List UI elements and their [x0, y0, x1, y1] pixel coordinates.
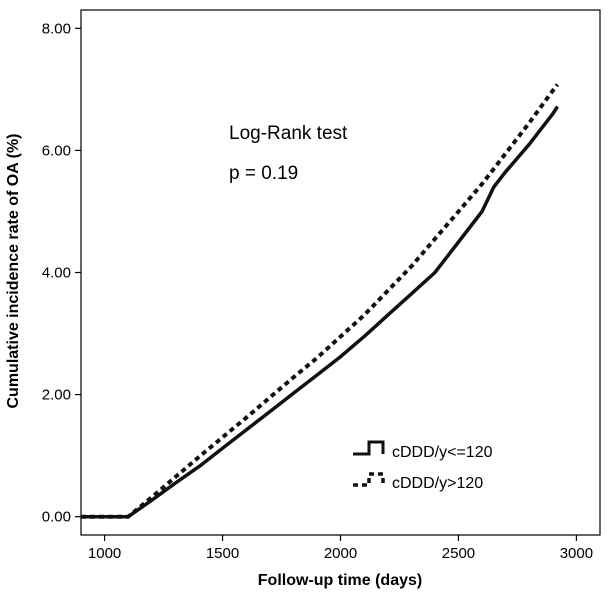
x-tick-label: 3000 — [560, 545, 593, 562]
pvalue-annotation: p = 0.19 — [229, 163, 298, 184]
x-axis: 1000 1500 2000 2500 3000 — [88, 535, 593, 562]
x-axis-title: Follow-up time (days) — [258, 572, 422, 589]
y-tick-label: 2.00 — [42, 387, 71, 404]
legend-symbol-solid — [353, 440, 385, 456]
legend: cDDD/y<=120 cDDD/y>120 — [353, 440, 493, 492]
logrank-annotation: Log-Rank test — [229, 123, 348, 144]
plot-frame — [80, 9, 601, 536]
y-tick-label: 0.00 — [42, 509, 71, 526]
y-axis: 0.00 2.00 4.00 6.00 8.00 — [42, 20, 81, 526]
legend-label-dashed: cDDD/y>120 — [392, 475, 483, 492]
legend-label-solid: cDDD/y<=120 — [392, 444, 493, 461]
legend-symbol-dashed — [353, 472, 385, 487]
series-line-solid — [81, 105, 559, 519]
series-lines — [81, 83, 560, 519]
x-tick-label: 2500 — [442, 545, 475, 562]
y-tick-label: 8.00 — [42, 20, 71, 37]
x-tick-label: 2000 — [324, 545, 357, 562]
y-tick-label: 4.00 — [42, 265, 71, 282]
series-line-dashed — [81, 83, 560, 519]
y-axis-title: Cumulative incidence rate of OA (%) — [5, 133, 22, 408]
y-tick-label: 6.00 — [42, 142, 71, 159]
x-tick-label: 1000 — [88, 545, 121, 562]
x-tick-label: 1500 — [206, 545, 239, 562]
